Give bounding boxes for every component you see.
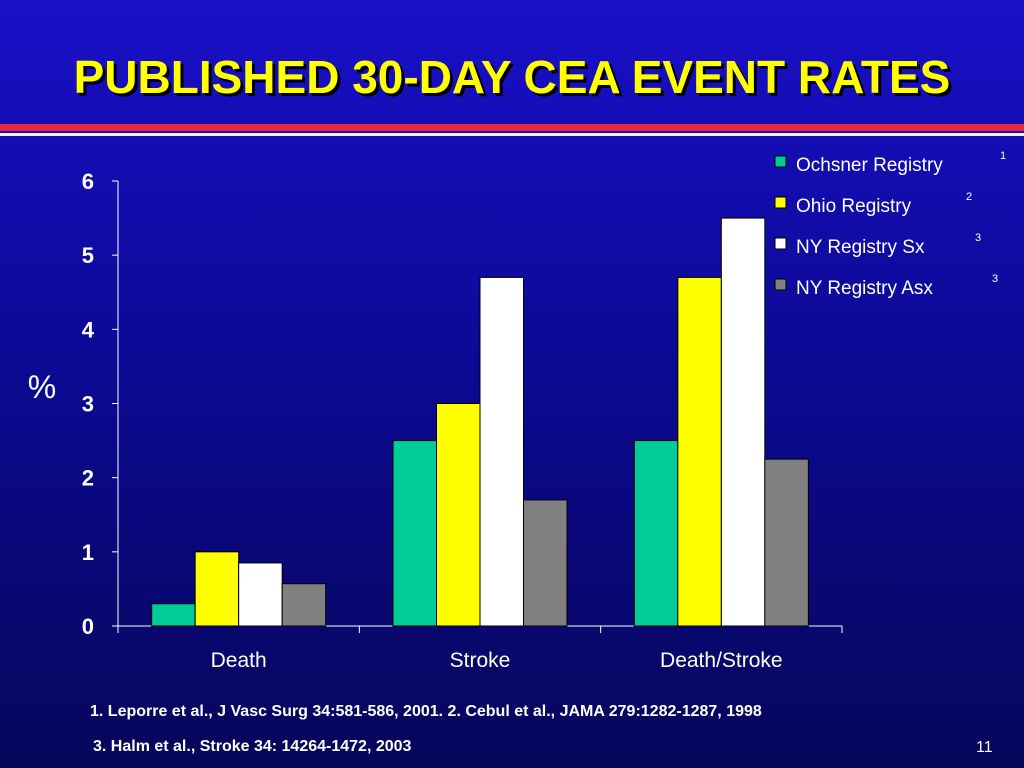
bar bbox=[633, 440, 679, 627]
bar bbox=[392, 440, 437, 627]
legend-superscript: 3 bbox=[992, 273, 998, 285]
bar bbox=[194, 551, 240, 627]
footnote-1: 1. Leporre et al., J Vasc Surg 34:581-58… bbox=[90, 703, 762, 720]
bar bbox=[238, 562, 283, 627]
bar bbox=[151, 603, 196, 627]
bar bbox=[436, 403, 481, 627]
bar bbox=[281, 583, 327, 627]
chart-bars bbox=[151, 217, 809, 627]
chart-labels: 0 1 2 3 4 5 6% Death Stroke Death/Stroke bbox=[28, 169, 783, 672]
slide-title: PUBLISHED 30-DAY CEA EVENT RATES bbox=[73, 51, 951, 103]
legend-superscript: 3 bbox=[975, 232, 981, 244]
y-tick-label: 3 bbox=[82, 392, 94, 417]
title-rule-red bbox=[0, 124, 1024, 131]
legend-label: NY Registry Asx bbox=[796, 278, 933, 299]
legend-superscript: 2 bbox=[966, 191, 972, 203]
legend-swatch bbox=[774, 196, 787, 209]
legend-swatch bbox=[774, 237, 787, 250]
bar-chart: 0 1 2 3 4 5 6% Death Stroke Death/Stroke Ochsner … bbox=[28, 150, 1006, 672]
legend-label: Ochsner Registry bbox=[796, 155, 943, 176]
y-tick-label: 4 bbox=[82, 317, 95, 342]
legend-label: NY Registry Sx bbox=[796, 237, 925, 258]
bar bbox=[764, 458, 809, 627]
bar bbox=[720, 217, 766, 627]
footnote-2: 3. Halm et al., Stroke 34: 14264-1472, 2… bbox=[93, 738, 412, 755]
x-category-label: Death/Stroke bbox=[660, 649, 783, 672]
y-tick-label: 5 bbox=[82, 243, 94, 268]
bar bbox=[677, 276, 722, 627]
title-rule-white bbox=[0, 133, 1024, 136]
x-category-label: Stroke bbox=[450, 649, 511, 672]
y-tick-label: 1 bbox=[82, 540, 94, 565]
slide-number: 11 bbox=[976, 739, 993, 756]
legend-superscript: 1 bbox=[1000, 150, 1006, 162]
legend-label: Ohio Registry bbox=[796, 196, 912, 217]
bar bbox=[479, 276, 524, 627]
y-axis-label: % bbox=[28, 369, 56, 405]
legend-swatch bbox=[774, 278, 787, 291]
y-tick-label: 0 bbox=[82, 614, 94, 639]
chart-legend: Ochsner Registry 1 Ohio Registry 2 NY Regist… bbox=[774, 150, 1006, 299]
y-tick-label: 2 bbox=[82, 466, 94, 491]
bar bbox=[523, 499, 568, 627]
x-category-label: Death bbox=[211, 649, 267, 672]
legend-swatch bbox=[774, 155, 787, 168]
y-tick-label: 6 bbox=[82, 169, 94, 194]
